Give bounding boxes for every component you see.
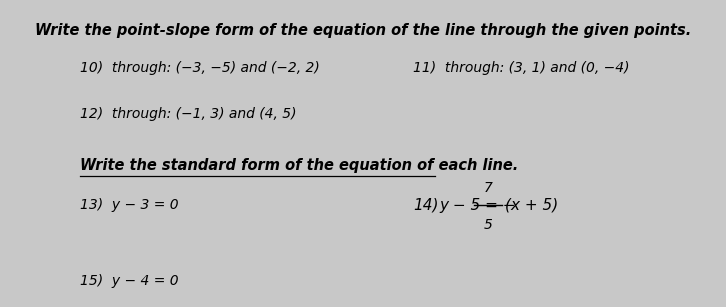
Text: 11)  through: (3, 1) and (0, −4): 11) through: (3, 1) and (0, −4) bbox=[413, 61, 630, 75]
Text: 14): 14) bbox=[413, 198, 439, 213]
Text: y − 5 = −: y − 5 = − bbox=[440, 198, 516, 213]
Text: 12)  through: (−1, 3) and (4, 5): 12) through: (−1, 3) and (4, 5) bbox=[80, 107, 296, 121]
Text: 10)  through: (−3, −5) and (−2, 2): 10) through: (−3, −5) and (−2, 2) bbox=[80, 61, 319, 75]
Text: Write the standard form of the equation of each line.: Write the standard form of the equation … bbox=[80, 158, 518, 173]
Text: 5: 5 bbox=[484, 218, 492, 232]
Text: 7: 7 bbox=[484, 181, 492, 196]
Text: Write the point-slope form of the equation of the line through the given points.: Write the point-slope form of the equati… bbox=[35, 23, 691, 38]
Text: 15)  y − 4 = 0: 15) y − 4 = 0 bbox=[80, 274, 179, 288]
Text: (x + 5): (x + 5) bbox=[505, 198, 558, 213]
Text: 13)  y − 3 = 0: 13) y − 3 = 0 bbox=[80, 198, 179, 212]
